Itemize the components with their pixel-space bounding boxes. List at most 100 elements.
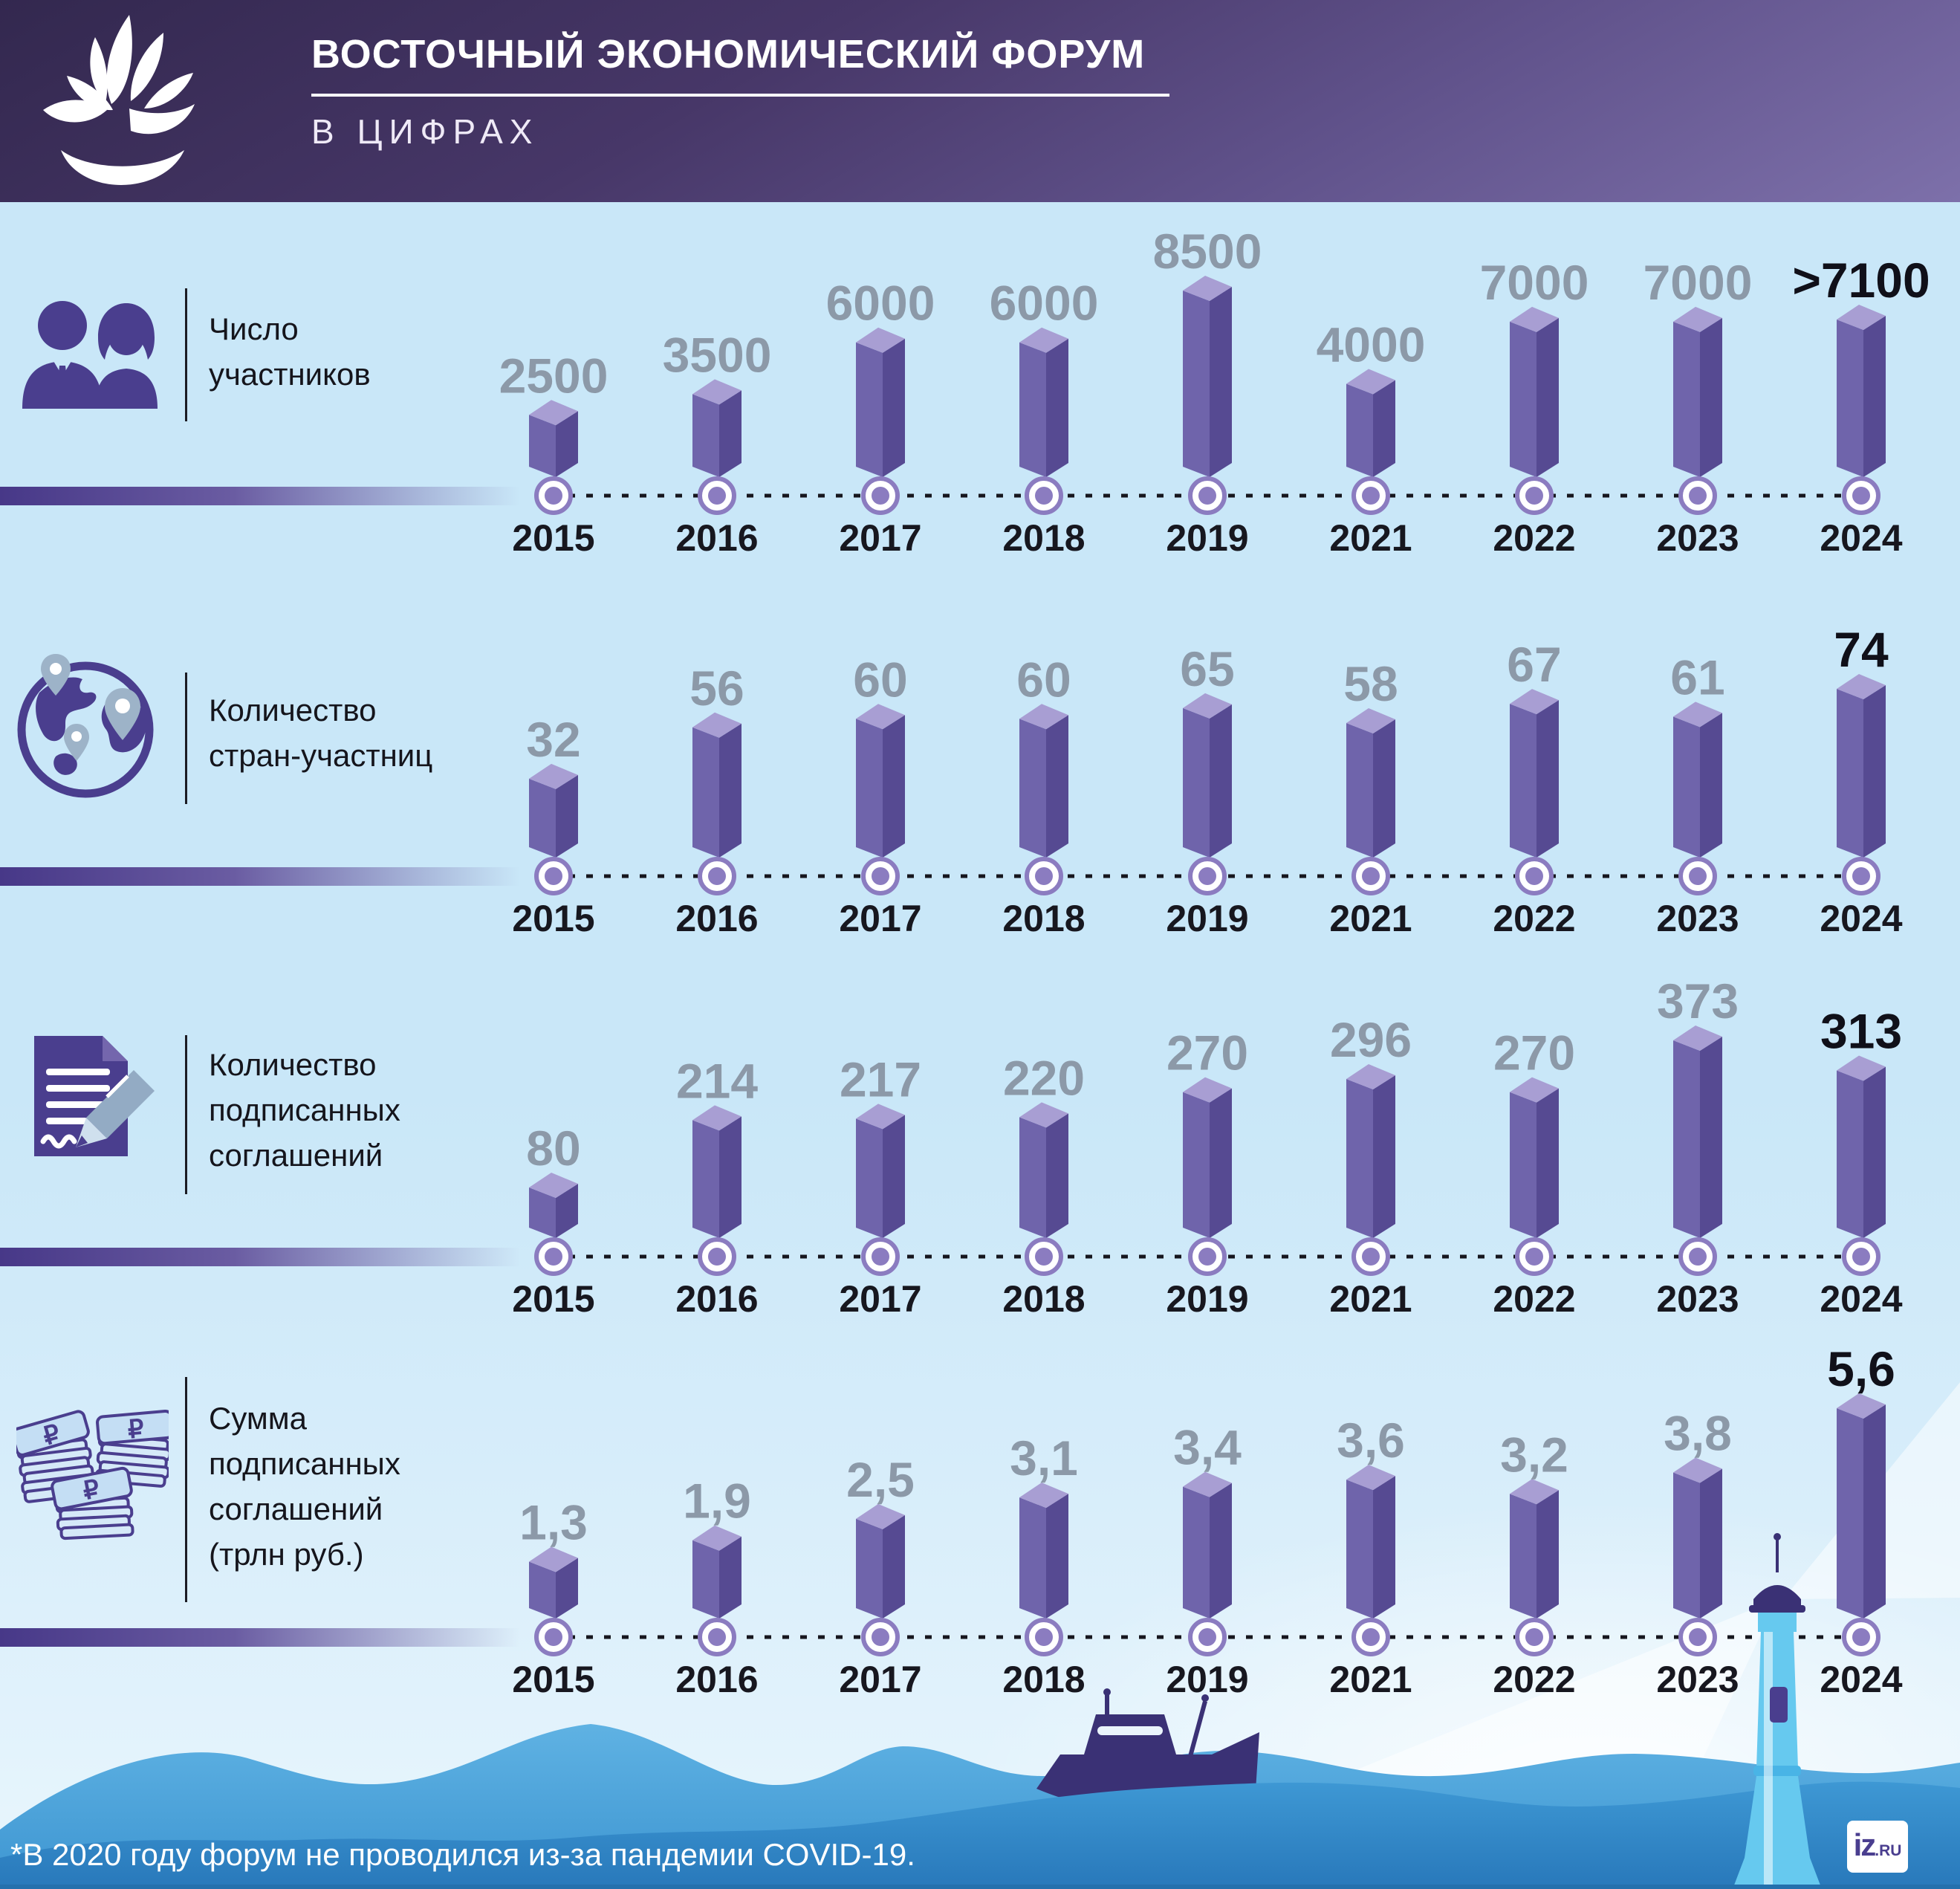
- bar-front-face: [529, 1561, 556, 1619]
- bar-top-face: [856, 327, 905, 353]
- bar-top-face: [692, 712, 742, 738]
- bar-front-face: [1346, 383, 1373, 477]
- timeline-marker-inner: [545, 1628, 562, 1646]
- label-line: Количество: [209, 1047, 377, 1082]
- bar-top-face: [1510, 1077, 1559, 1103]
- bar-2019: 270: [1166, 1025, 1248, 1238]
- bar-side-face: [883, 1115, 905, 1238]
- value-label: 60: [1016, 652, 1071, 707]
- bar-top-face: [1019, 1483, 1068, 1509]
- year-label: 2015: [512, 517, 594, 559]
- timeline-marker-inner: [708, 487, 726, 505]
- value-label: 60: [853, 652, 907, 707]
- section-label-countries: Количество стран-участниц: [209, 687, 432, 778]
- timeline-marker-inner: [872, 1248, 889, 1266]
- timeline-marker-inner: [1035, 487, 1053, 505]
- value-label: 3500: [663, 327, 772, 382]
- year-label: 2022: [1493, 517, 1575, 559]
- bar-front-face: [1837, 1408, 1863, 1619]
- section-label-participants: Число участников: [209, 306, 371, 397]
- bar-top-face: [529, 763, 578, 789]
- bar-side-face: [1210, 287, 1232, 477]
- bar-front-face: [1019, 719, 1046, 858]
- bar-side-face: [1210, 704, 1232, 858]
- bar-front-face: [1510, 1092, 1536, 1238]
- timeline-marker-inner: [1689, 1628, 1707, 1646]
- value-label: 74: [1834, 622, 1889, 677]
- section-divider-3: [185, 1035, 187, 1194]
- bar-side-face: [556, 774, 578, 858]
- bar-front-face: [1183, 291, 1210, 477]
- value-label: 4000: [1317, 317, 1426, 372]
- timeline-marker-inner: [1852, 487, 1870, 505]
- bar-front-face: [692, 1120, 719, 1238]
- izru-logo-main: iz: [1853, 1827, 1877, 1862]
- value-label: 3,8: [1664, 1405, 1732, 1460]
- value-label: 65: [1180, 641, 1234, 696]
- year-label: 2016: [675, 898, 758, 939]
- value-label: 5,6: [1827, 1341, 1895, 1396]
- bar-2022: 270: [1493, 1025, 1575, 1238]
- bar-front-face: [692, 727, 719, 858]
- year-label: 2024: [1820, 1278, 1902, 1320]
- bar-side-face: [1536, 700, 1559, 858]
- bar-side-face: [883, 338, 905, 477]
- chart-row-2: 32 2015 56 2016 60 2017 60 2018 65 2019 58 2021 67 20…: [0, 622, 1903, 939]
- timeline-marker-inner: [708, 867, 726, 885]
- section-divider-2: [185, 673, 187, 804]
- bar-2015: 1,3: [519, 1495, 588, 1619]
- bar-side-face: [1046, 1494, 1068, 1619]
- bar-top-face: [529, 1546, 578, 1572]
- timeline-marker-inner: [1035, 1628, 1053, 1646]
- page-subtitle: В ЦИФРАХ: [311, 112, 539, 151]
- bar-2024: 5,6: [1827, 1341, 1895, 1619]
- bar-2023: 61: [1670, 649, 1725, 858]
- bar-top-face: [1183, 1471, 1232, 1497]
- label-line: подписанных: [209, 1092, 400, 1127]
- bar-2016: 1,9: [683, 1474, 751, 1619]
- year-label: 2021: [1329, 898, 1412, 939]
- value-label: 7000: [1480, 255, 1589, 310]
- timeline-marker-inner: [1035, 1248, 1053, 1266]
- year-label: 2022: [1493, 898, 1575, 939]
- year-label: 2016: [675, 1278, 758, 1320]
- sea-scene-layer: [0, 1533, 1960, 1889]
- bar-2017: 60: [853, 652, 908, 858]
- value-label: 2500: [499, 348, 609, 403]
- year-label: 2015: [512, 898, 594, 939]
- bar-side-face: [1863, 316, 1886, 477]
- year-label: 2024: [1820, 1659, 1902, 1700]
- label-line: (трлн руб.): [209, 1537, 364, 1572]
- title-underline: [311, 94, 1169, 97]
- footnote-2020: *В 2020 году форум не проводился из-за п…: [10, 1837, 915, 1872]
- lighthouse-icon: [1733, 1533, 1822, 1889]
- bar-front-face: [1837, 1070, 1863, 1238]
- bar-front-face: [1510, 704, 1536, 858]
- bar-side-face: [556, 1183, 578, 1238]
- bar-front-face: [1673, 1472, 1700, 1619]
- bar-front-face: [1837, 320, 1863, 477]
- timeline-marker-inner: [1362, 1248, 1380, 1266]
- year-label: 2017: [839, 898, 921, 939]
- bar-top-face: [1837, 1055, 1886, 1081]
- izru-logo: iz .RU: [1847, 1821, 1908, 1873]
- year-label: 2018: [1002, 517, 1085, 559]
- bar-2015: 2500: [499, 348, 609, 477]
- year-label: 2021: [1329, 517, 1412, 559]
- bar-side-face: [1046, 1113, 1068, 1238]
- year-label: 2019: [1166, 1278, 1248, 1320]
- label-line: соглашений: [209, 1138, 383, 1173]
- timeline-marker-inner: [872, 1628, 889, 1646]
- value-label: 67: [1507, 637, 1561, 692]
- bar-side-face: [1373, 380, 1395, 477]
- axis-accent-bar: [0, 1248, 520, 1266]
- bar-front-face: [1346, 723, 1373, 858]
- timeline-marker-inner: [1035, 867, 1053, 885]
- bar-front-face: [1183, 707, 1210, 858]
- bar-top-face: [1019, 704, 1068, 730]
- year-label: 2023: [1656, 1278, 1739, 1320]
- year-label: 2021: [1329, 1659, 1412, 1700]
- bar-side-face: [883, 1514, 905, 1619]
- value-label: 61: [1670, 649, 1724, 704]
